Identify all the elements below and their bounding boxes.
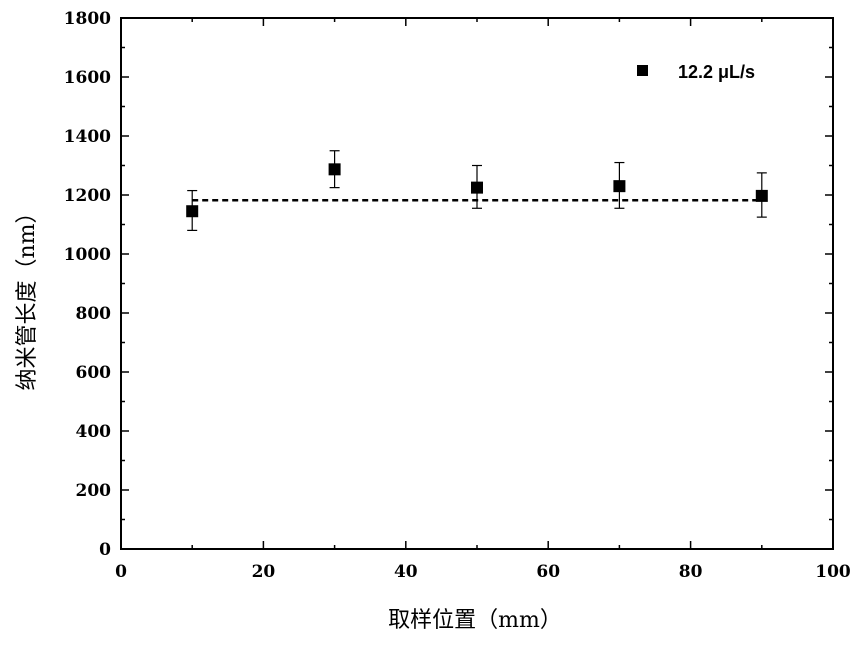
- y-tick-label: 600: [76, 363, 112, 383]
- data-marks: [186, 150, 768, 231]
- y-tick-label: 1200: [64, 186, 111, 206]
- y-tick-label: 1000: [64, 245, 111, 265]
- plot-frame: [120, 17, 834, 550]
- y-tick-label: 200: [76, 481, 112, 501]
- legend: 12.2 μL/s: [637, 62, 755, 82]
- x-tick-label: 80: [679, 562, 703, 582]
- legend-label: 12.2 μL/s: [678, 62, 755, 82]
- y-tick-label: 0: [99, 540, 111, 560]
- y-tick-label: 1400: [64, 127, 111, 147]
- y-tick-label: 800: [76, 304, 112, 324]
- y-tick-label: 1600: [64, 68, 111, 88]
- y-axis-title: 纳米管长度（nm）: [15, 201, 40, 390]
- axes: 0 20 40 60 80 1000200400600800100012001400160…: [64, 9, 851, 582]
- data-point: [328, 163, 341, 176]
- x-tick-label: 40: [394, 562, 418, 582]
- y-tick-label: 400: [76, 422, 112, 442]
- x-tick-label: 100: [815, 562, 851, 582]
- x-tick-label: 20: [252, 562, 276, 582]
- data-point: [613, 180, 626, 193]
- data-point: [186, 205, 199, 218]
- x-tick-label: 0: [115, 562, 127, 582]
- legend-marker-square: [637, 65, 648, 76]
- data-point: [471, 181, 483, 194]
- x-axis-title: 取样位置（mm）: [388, 608, 562, 633]
- data-point: [755, 189, 768, 202]
- x-tick-label: 60: [536, 562, 560, 582]
- y-tick-label: 1800: [64, 9, 111, 29]
